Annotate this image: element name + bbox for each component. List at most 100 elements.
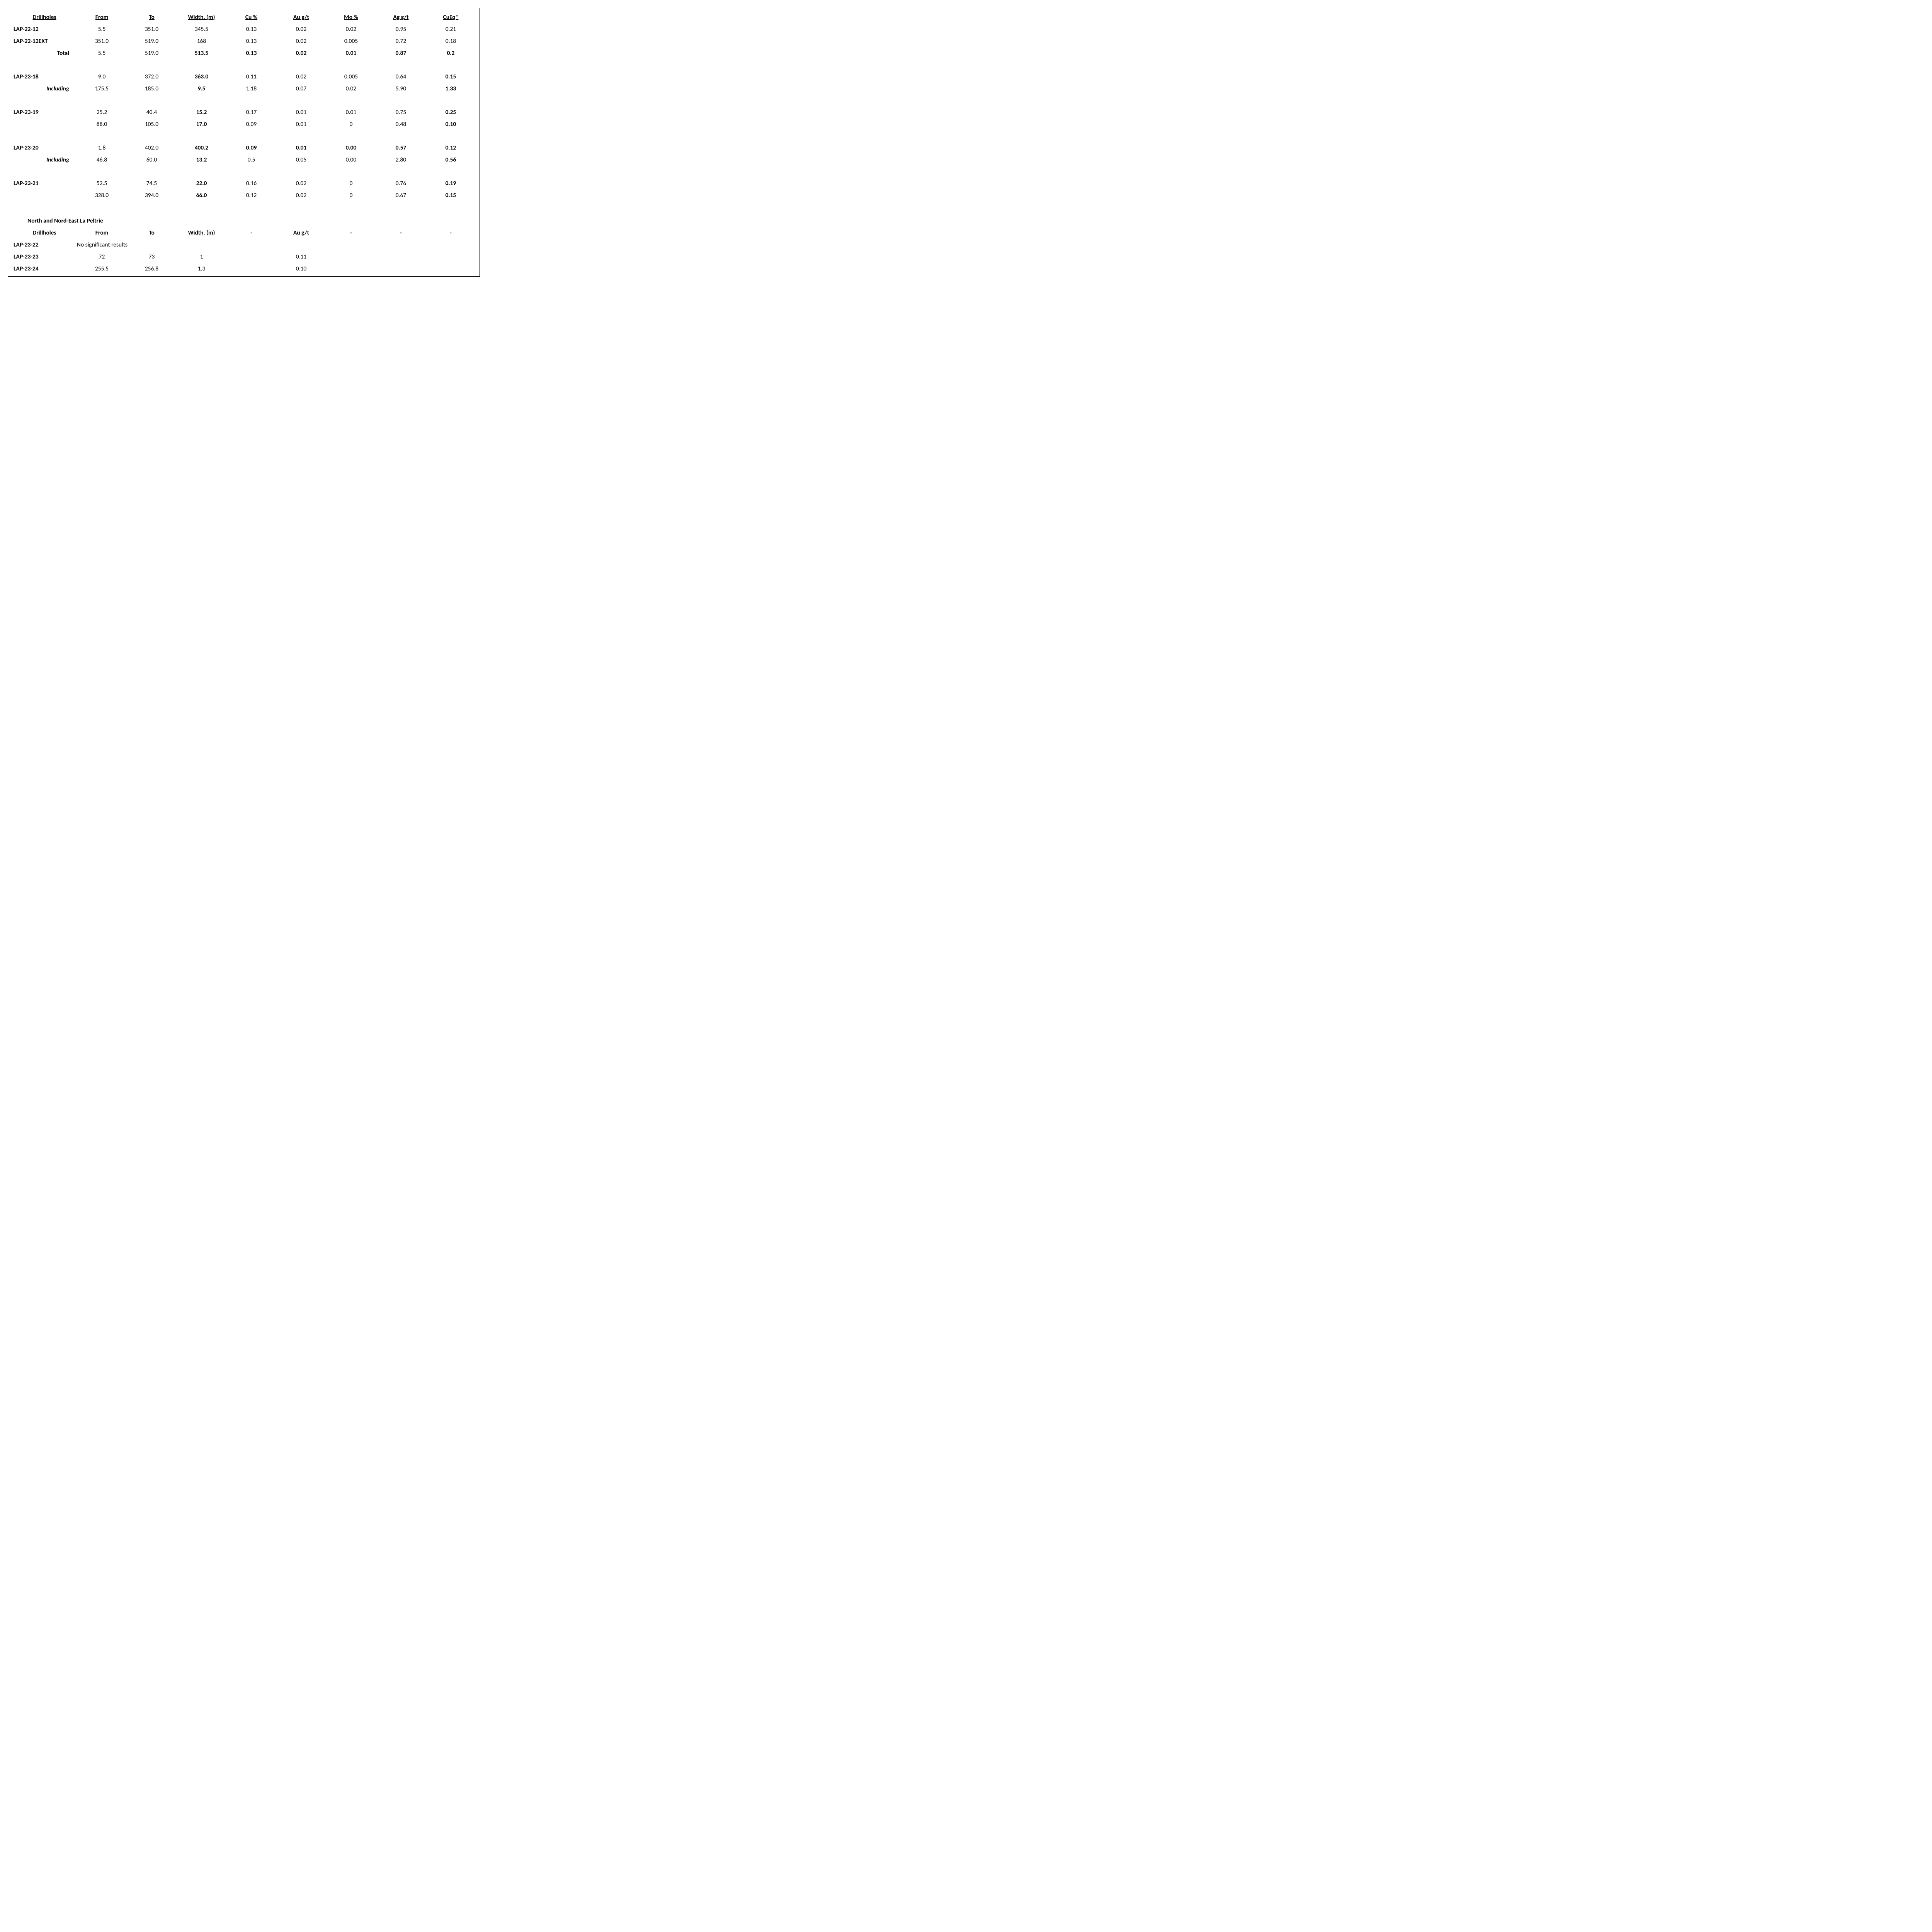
cell-width: 22.0 (177, 177, 226, 189)
cell-mo: 0.02 (326, 83, 376, 95)
cell-to: 60.0 (127, 154, 177, 166)
cell-au: 0.02 (276, 23, 326, 35)
cell-cu: 0.5 (226, 154, 276, 166)
table-row (12, 166, 476, 177)
row-label: LAP-23-21 (12, 177, 77, 189)
cell-blank (226, 251, 276, 263)
header-row-2: Drillholes From To Width. (m) - Au g/t -… (12, 227, 476, 239)
cell-to: 519.0 (127, 35, 177, 47)
table-row: Including175.5185.09.51.180.070.025.901.… (12, 83, 476, 95)
cell-au: 0.11 (276, 251, 326, 263)
cell-cu: 0.16 (226, 177, 276, 189)
cell-cueq: 0.21 (426, 23, 476, 35)
table-row: LAP-23-24255.5256.81.30.10 (12, 263, 476, 275)
cell-mo: 0.005 (326, 35, 376, 47)
table-body-1: LAP-22-125.5351.0345.50.130.020.020.950.… (12, 23, 476, 201)
cell-blank (226, 263, 276, 275)
cell-cu: 0.17 (226, 106, 276, 118)
col2-to: To (127, 227, 177, 239)
cell-cueq: 0.2 (426, 47, 476, 59)
cell-from: 5.5 (77, 23, 127, 35)
table-row: LAP-23-22No significant results (12, 239, 476, 251)
cell-from: 328.0 (77, 189, 127, 201)
cell-width: 9.5 (177, 83, 226, 95)
table-row: LAP-23-23727310.11 (12, 251, 476, 263)
col2-dash2: - (326, 227, 376, 239)
cell-from: 46.8 (77, 154, 127, 166)
cell-cueq: 0.12 (426, 142, 476, 154)
cell-cu: 0.13 (226, 23, 276, 35)
table-row (12, 130, 476, 142)
col-width: Width. (m) (177, 11, 226, 23)
cell-cu: 1.18 (226, 83, 276, 95)
table-body-2: LAP-23-22No significant resultsLAP-23-23… (12, 239, 476, 275)
cell-width: 17.0 (177, 118, 226, 130)
cell-to: 40.4 (127, 106, 177, 118)
cell-from: 351.0 (77, 35, 127, 47)
col2-from: From (77, 227, 127, 239)
table-row: LAP-23-1925.240.415.20.170.010.010.750.2… (12, 106, 476, 118)
cell-ag: 0.87 (376, 47, 426, 59)
cell-width: 400.2 (177, 142, 226, 154)
cell-mo: 0 (326, 189, 376, 201)
cell-ag: 0.64 (376, 71, 426, 83)
cell-blank (376, 251, 426, 263)
cell-mo: 0.005 (326, 71, 376, 83)
cell-blank (426, 251, 476, 263)
row-label: Including (12, 154, 77, 166)
cell-cueq: 0.19 (426, 177, 476, 189)
cell-width: 13.2 (177, 154, 226, 166)
cell-cueq: 1.33 (426, 83, 476, 95)
col-cu: Cu % (226, 11, 276, 23)
col-to: To (127, 11, 177, 23)
cell-blank (326, 251, 376, 263)
cell-cu: 0.13 (226, 35, 276, 47)
table-row: LAP-23-189.0372.0363.00.110.020.0050.640… (12, 71, 476, 83)
cell-ag: 0.75 (376, 106, 426, 118)
cell-au: 0.02 (276, 71, 326, 83)
section-divider: North and Nord-East La Peltrie (12, 201, 476, 227)
cell-from: 25.2 (77, 106, 127, 118)
cell-width: 1 (177, 251, 226, 263)
cell-width: 513.5 (177, 47, 226, 59)
col-au: Au g/t (276, 11, 326, 23)
row-label: LAP-23-22 (12, 239, 77, 251)
cell-from: 88.0 (77, 118, 127, 130)
cell-ag: 2.80 (376, 154, 426, 166)
cell-cueq: 0.15 (426, 189, 476, 201)
col2-width: Width. (m) (177, 227, 226, 239)
table-row: 328.0394.066.00.120.0200.670.15 (12, 189, 476, 201)
cell-ag: 0.72 (376, 35, 426, 47)
cell-to: 394.0 (127, 189, 177, 201)
cell-au: 0.05 (276, 154, 326, 166)
cell-au: 0.07 (276, 83, 326, 95)
cell-from: 1.8 (77, 142, 127, 154)
row-label (12, 189, 77, 201)
cell-mo: 0 (326, 177, 376, 189)
cell-au: 0.01 (276, 118, 326, 130)
cell-au: 0.01 (276, 142, 326, 154)
col-cueq: CuEq* (426, 11, 476, 23)
cell-from: 255.5 (77, 263, 127, 275)
table-row: LAP-22-125.5351.0345.50.130.020.020.950.… (12, 23, 476, 35)
cell-cu: 0.13 (226, 47, 276, 59)
col2-dash1: - (226, 227, 276, 239)
cell-cu: 0.12 (226, 189, 276, 201)
cell-cueq: 0.15 (426, 71, 476, 83)
table-row: Total5.5519.0513.50.130.020.010.870.2 (12, 47, 476, 59)
cell-ag: 0.67 (376, 189, 426, 201)
cell-width: 363.0 (177, 71, 226, 83)
cell-blank (426, 263, 476, 275)
cell-to: 372.0 (127, 71, 177, 83)
row-label: LAP-23-20 (12, 142, 77, 154)
cell-au: 0.02 (276, 189, 326, 201)
row-label: LAP-22-12 (12, 23, 77, 35)
cell-to: 74.5 (127, 177, 177, 189)
cell-width: 1.3 (177, 263, 226, 275)
main-table: Drillholes From To Width. (m) Cu % Au g/… (12, 11, 476, 275)
col-mo: Mo % (326, 11, 376, 23)
cell-width: 345.5 (177, 23, 226, 35)
table-row: LAP-23-2152.574.522.00.160.0200.760.19 (12, 177, 476, 189)
table-row: 88.0105.017.00.090.0100.480.10 (12, 118, 476, 130)
col2-dash4: - (426, 227, 476, 239)
